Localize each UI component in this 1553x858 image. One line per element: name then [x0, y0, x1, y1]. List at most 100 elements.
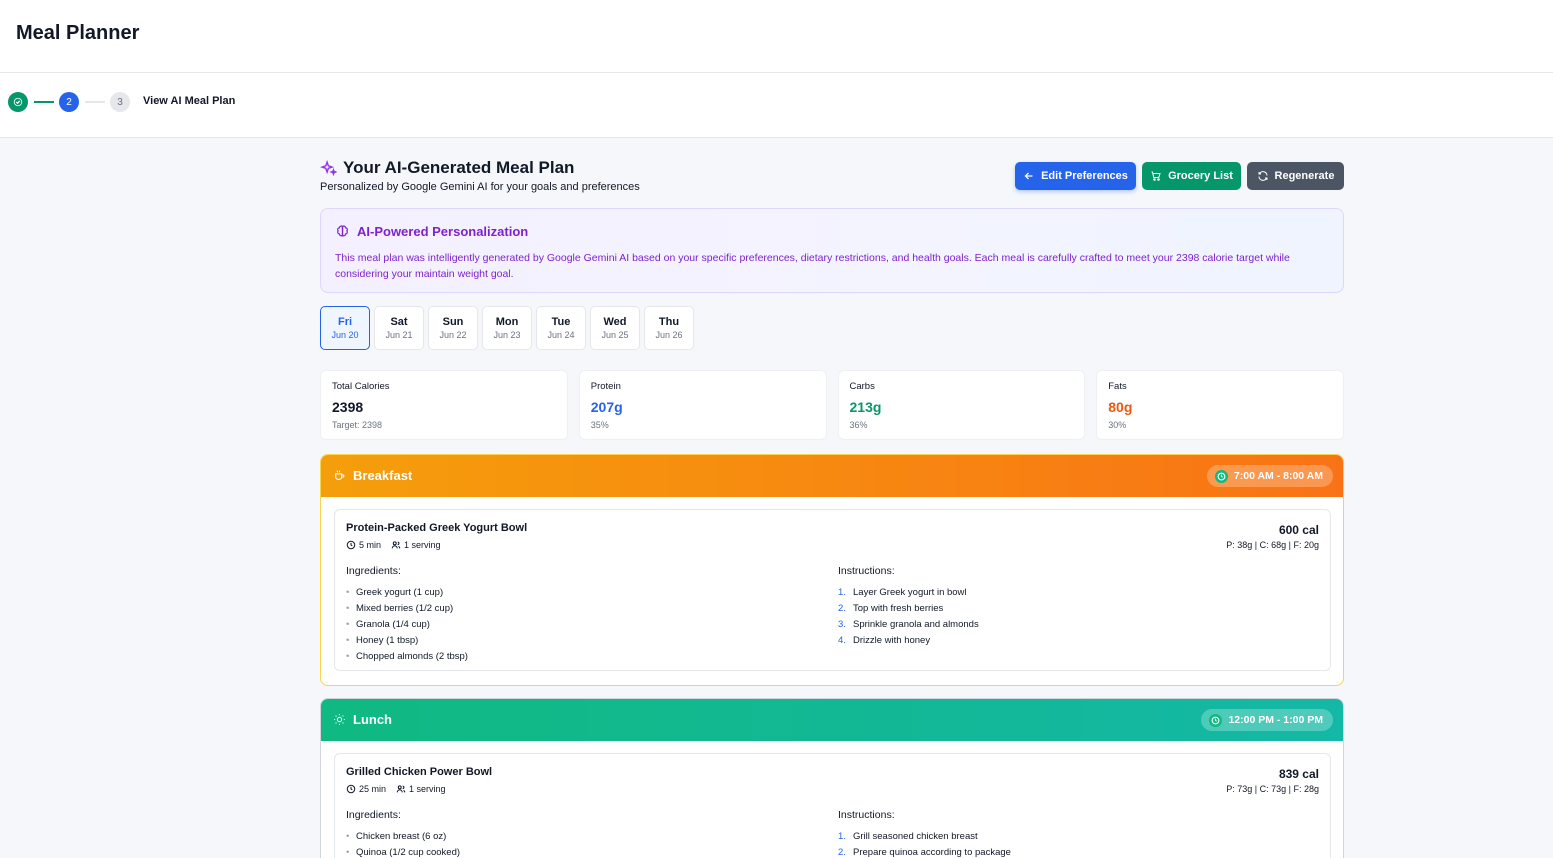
ingredient: Granola (1/4 cup)	[356, 619, 430, 630]
instruction-step: Grill seasoned chicken breast	[853, 831, 978, 842]
regenerate-label: Regenerate	[1274, 170, 1335, 182]
users-icon	[391, 541, 401, 549]
meal-time: 12:00 PM - 1:00 PM	[1228, 714, 1323, 726]
list-item: 1. Grill seasoned chicken breast	[838, 829, 1011, 845]
page-subtitle: Personalized by Google Gemini AI for you…	[320, 181, 640, 193]
day-date: Jun 23	[493, 330, 521, 340]
recipe-macros: P: 73g | C: 73g | F: 28g	[1226, 784, 1319, 794]
meal-time: 7:00 AM - 8:00 AM	[1233, 470, 1323, 482]
ingredient: Quinoa (1/2 cup cooked)	[356, 847, 461, 858]
stat-label: Total Calories	[332, 381, 390, 392]
recipe-card: Grilled Chicken Power Bowl 25 min 1 serv…	[334, 753, 1331, 858]
day-tab-wed[interactable]: Wed Jun 25	[590, 306, 640, 350]
servings-value: 1 serving	[404, 540, 441, 550]
sun-icon	[334, 714, 345, 725]
meal-header: Lunch 12:00 PM - 1:00 PM	[321, 699, 1343, 741]
page-title-text: Your AI-Generated Meal Plan	[343, 158, 575, 177]
progress-stepper: 2 3 View AI Meal Plan	[0, 73, 1553, 138]
stat-value: 80g	[1108, 399, 1133, 415]
page-title: Your AI-Generated Meal Plan	[320, 158, 574, 178]
instructions-heading: Instructions:	[838, 809, 895, 821]
instructions-list: 1. Grill seasoned chicken breast 2. Prepar…	[838, 829, 1011, 858]
ingredients-heading: Ingredients:	[346, 809, 401, 821]
nutrition-summary: Total Calories 2398 Target: 2398 Protein…	[320, 370, 1344, 440]
prep-time: 5 min	[346, 540, 381, 550]
recipe-macros: P: 38g | C: 68g | F: 20g	[1226, 540, 1319, 550]
list-item: 2. Prepare quinoa according to package	[838, 845, 1011, 858]
meal-time-badge: 12:00 PM - 1:00 PM	[1201, 709, 1333, 731]
step-1-complete[interactable]	[8, 92, 28, 112]
day-date: Jun 21	[385, 330, 413, 340]
list-item: 2. Top with fresh berries	[838, 601, 979, 617]
day-date: Jun 24	[547, 330, 575, 340]
meal-name: Breakfast	[353, 468, 413, 483]
clock-icon	[1209, 713, 1223, 727]
day-tab-thu[interactable]: Thu Jun 26	[644, 306, 694, 350]
ai-panel-title-text: AI-Powered Personalization	[357, 224, 529, 239]
servings: 1 serving	[396, 784, 446, 794]
recipe-name: Grilled Chicken Power Bowl	[346, 766, 493, 778]
ingredient: Honey (1 tbsp)	[356, 635, 419, 646]
servings: 1 serving	[391, 540, 441, 550]
stat-card-carbs: Carbs 213g 36%	[837, 370, 1086, 440]
day-name: Fri	[337, 316, 353, 328]
arrow-left-icon	[1024, 172, 1033, 180]
day-date: Jun 26	[655, 330, 683, 340]
meal-name: Lunch	[353, 712, 392, 727]
day-name: Sun	[442, 316, 464, 328]
top-bar: Meal Planner	[0, 0, 1553, 73]
instruction-step: Drizzle with honey	[853, 635, 931, 646]
instructions-heading: Instructions:	[838, 565, 895, 577]
stat-value: 2398	[332, 399, 364, 415]
day-name: Sat	[390, 316, 408, 328]
day-selector: Fri Jun 20 Sat Jun 21 Sun Jun 22 Mon Jun…	[320, 306, 694, 350]
recipe-meta: 25 min 1 serving	[346, 784, 446, 794]
ai-personalization-panel: AI-Powered Personalization This meal pla…	[320, 208, 1344, 293]
list-item: • Granola (1/4 cup)	[346, 617, 468, 633]
day-tab-fri[interactable]: Fri Jun 20	[320, 306, 370, 350]
stat-label: Fats	[1108, 381, 1127, 392]
stat-card-calories: Total Calories 2398 Target: 2398	[320, 370, 568, 440]
step-connector	[85, 101, 105, 103]
stat-value: 207g	[590, 399, 623, 415]
coffee-icon	[335, 470, 345, 480]
servings-value: 1 serving	[409, 784, 446, 794]
day-tab-sat[interactable]: Sat Jun 21	[374, 306, 424, 350]
day-name: Mon	[495, 316, 519, 328]
regenerate-button[interactable]: Regenerate	[1247, 162, 1344, 190]
edit-preferences-label: Edit Preferences	[1041, 170, 1128, 182]
day-date: Jun 25	[601, 330, 629, 340]
list-item: 3. Sprinkle granola and almonds	[838, 617, 979, 633]
cart-icon	[1151, 171, 1161, 181]
brain-icon	[337, 225, 348, 237]
day-tab-mon[interactable]: Mon Jun 23	[482, 306, 532, 350]
ingredient: Chicken breast (6 oz)	[356, 831, 447, 842]
stat-card-protein: Protein 207g 35%	[578, 370, 827, 440]
ingredient: Mixed berries (1/2 cup)	[356, 603, 454, 614]
day-tab-tue[interactable]: Tue Jun 24	[536, 306, 586, 350]
clock-icon	[346, 784, 356, 794]
recipe-calories: 600 cal	[1278, 523, 1319, 537]
step-3[interactable]: 3	[110, 92, 130, 112]
day-tab-sun[interactable]: Sun Jun 22	[428, 306, 478, 350]
day-name: Tue	[551, 316, 571, 328]
edit-preferences-button[interactable]: Edit Preferences	[1015, 162, 1136, 190]
meal-time-badge: 7:00 AM - 8:00 AM	[1206, 465, 1333, 487]
list-item: • Chopped almonds (2 tbsp)	[346, 649, 468, 665]
ingredients-heading: Ingredients:	[346, 565, 401, 577]
grocery-list-button[interactable]: Grocery List	[1142, 162, 1241, 190]
stat-card-fats: Fats 80g 30%	[1096, 370, 1344, 440]
stat-label: Carbs	[849, 381, 875, 392]
list-item: • Greek yogurt (1 cup)	[346, 585, 468, 601]
step-2-current[interactable]: 2	[59, 92, 79, 112]
ai-panel-title: AI-Powered Personalization	[335, 224, 528, 239]
ingredients-list: • Chicken breast (6 oz) • Quinoa (1/2 cup …	[346, 829, 460, 858]
prep-time-value: 25 min	[359, 784, 387, 794]
instruction-step: Prepare quinoa according to package	[853, 847, 1011, 858]
recipe-meta: 5 min 1 serving	[346, 540, 441, 550]
prep-time-value: 5 min	[359, 540, 382, 550]
day-date: Jun 20	[331, 330, 359, 340]
meal-card-breakfast: Breakfast 7:00 AM - 8:00 AM Protein-Pack…	[320, 454, 1344, 686]
instructions-list: 1. Layer Greek yogurt in bowl 2. Top with …	[838, 585, 979, 649]
list-item: • Honey (1 tbsp)	[346, 633, 468, 649]
